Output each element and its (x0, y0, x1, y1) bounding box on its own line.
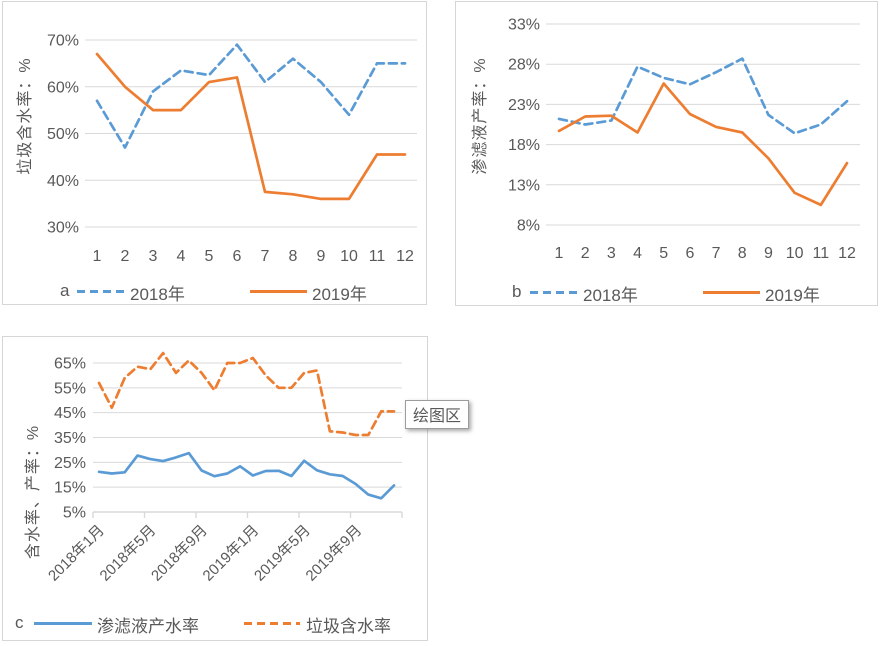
chart-panel-c: 5% 15% 25% 35% 45% 55% 65% 2018年1月 2018年5月 2018年9… (2, 336, 428, 641)
legend-sample-2019年 (703, 291, 760, 294)
x-tick-label: 1 (93, 248, 102, 265)
legend-sample-渗滤液产水率 (34, 622, 92, 625)
y-tick-label: 60% (47, 79, 79, 96)
y-tick-label: 5% (63, 505, 86, 522)
panel-letter-c: c (15, 613, 24, 632)
legend-label-垃圾含水率: 垃圾含水率 (306, 617, 391, 636)
panel-letter-a: a (60, 281, 70, 300)
x-tick-label: 5 (659, 245, 668, 262)
y-tick-label: 50% (47, 126, 79, 143)
legend-label-2018年: 2018年 (130, 285, 185, 304)
x-tick-label: 9 (764, 245, 773, 262)
series-line-2019年 (557, 82, 849, 207)
series-line-2018年 (557, 57, 849, 135)
legend-sample-2018年 (530, 291, 578, 294)
series-line-2019年 (95, 52, 407, 201)
legend-b: b 2018年 2019年 (456, 282, 877, 305)
x-tick-label: 3 (149, 248, 158, 265)
x-tick-label: 8 (738, 245, 747, 262)
chart-panel-a: 30% 40% 50% 60% 70% 1 2 3 4 5 6 7 8 9 10 11 12 垃圾含水率：% a… (2, 1, 427, 305)
plot-area-a: 30%40%50%60%70%1 2 3 4 5 6 7 8 9 10 11 12 (47, 33, 417, 265)
x-tick-label: 7 (712, 245, 721, 262)
y-tick-label: 28% (508, 57, 540, 74)
series-line-垃圾含水率 (97, 351, 396, 437)
legend-label-2019年: 2019年 (765, 286, 820, 305)
x-tick-label: 3 (607, 245, 616, 262)
legend-c: c 渗滤液产水率 垃圾含水率 (3, 613, 427, 636)
legend-sample-垃圾含水率 (244, 622, 300, 625)
plot-area-tooltip: 绘图区 (405, 400, 470, 429)
x-tick-label: 11 (369, 248, 386, 265)
plot-area-b: 8%13%18%23%28%33%1 2 3 4 5 6 7 8 9 10 11 12 (508, 17, 860, 262)
y-tick-label: 18% (508, 137, 540, 154)
y-tick-label: 30% (47, 220, 79, 237)
y-tick-label: 33% (508, 17, 540, 34)
x-tick-label: 6 (685, 245, 694, 262)
x-tick-label: 8 (289, 248, 298, 265)
y-tick-label: 8% (517, 218, 540, 235)
y-tick-label: 25% (54, 455, 86, 472)
chart-panel-b: 8% 13% 18% 23% 28% 33% 1 2 3 4 5 6 7 8 9 10 11 12 渗滤液产率：%… (455, 1, 878, 306)
x-tick-label: 4 (633, 245, 642, 262)
x-tick-label: 12 (838, 245, 856, 262)
series-line-2018年 (95, 43, 407, 149)
legend-label-2019年: 2019年 (312, 285, 367, 304)
y-tick-label: 70% (47, 33, 79, 50)
x-tick-label: 4 (177, 248, 186, 265)
x-tick-label: 7 (261, 248, 270, 265)
y-tick-label: 13% (508, 177, 540, 194)
x-tick-label: 2019年9月 (303, 522, 366, 585)
x-tick-label: 9 (317, 248, 326, 265)
x-tick-label: 6 (233, 248, 242, 265)
x-tick-label: 5 (205, 248, 214, 265)
y-tick-label: 65% (54, 356, 86, 373)
x-tick-label: 10 (340, 248, 358, 265)
plot-area-c: 5%15%25%35%45%55%65%2018年1月2018年5月2018年9… (45, 351, 403, 585)
legend-label-渗滤液产水率: 渗滤液产水率 (97, 617, 199, 636)
x-tick-label: 12 (396, 248, 414, 265)
x-tick-label: 2 (121, 248, 130, 265)
legend-a: a 2018年 2019年 (3, 281, 426, 304)
x-tick-label: 11 (812, 245, 829, 262)
y-tick-label: 40% (47, 173, 79, 190)
x-tick-label: 2 (581, 245, 590, 262)
y-tick-label: 55% (54, 380, 86, 397)
y-axis-title-b: 渗滤液产率：% (472, 57, 489, 175)
y-tick-label: 15% (54, 480, 86, 497)
x-tick-label: 1 (555, 245, 564, 262)
y-axis-title-c: 含水率、产率：% (25, 424, 42, 560)
legend-label-2018年: 2018年 (583, 286, 638, 305)
y-tick-label: 35% (54, 430, 86, 447)
panel-letter-b: b (512, 282, 522, 301)
legend-sample-2019年 (250, 290, 307, 293)
legend-sample-2018年 (77, 290, 125, 293)
series-line-渗滤液产水率 (97, 451, 396, 500)
y-tick-label: 23% (508, 97, 540, 114)
y-axis-title-a: 垃圾含水率：% (17, 57, 34, 175)
x-tick-label: 10 (786, 245, 804, 262)
y-tick-label: 45% (54, 405, 86, 422)
